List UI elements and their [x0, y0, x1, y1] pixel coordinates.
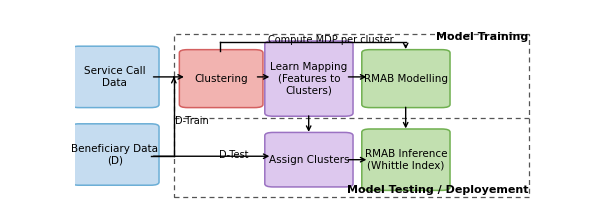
Text: Model Training: Model Training	[436, 32, 529, 42]
Text: Clustering: Clustering	[194, 74, 248, 84]
Text: Assign Clusters: Assign Clusters	[269, 155, 349, 165]
Text: Beneficiary Data
(D): Beneficiary Data (D)	[72, 144, 159, 165]
FancyBboxPatch shape	[362, 50, 450, 108]
FancyBboxPatch shape	[362, 129, 450, 190]
Text: D-Train: D-Train	[175, 116, 209, 126]
FancyBboxPatch shape	[265, 41, 353, 116]
Text: Model Testing / Deployement: Model Testing / Deployement	[347, 185, 529, 195]
FancyBboxPatch shape	[179, 50, 263, 108]
Text: RMAB Inference
(Whittle Index): RMAB Inference (Whittle Index)	[365, 149, 447, 170]
FancyBboxPatch shape	[71, 46, 159, 108]
Bar	[174, 34, 529, 197]
Text: Service Call
Data: Service Call Data	[84, 66, 146, 88]
Text: RMAB Modelling: RMAB Modelling	[364, 74, 448, 84]
Text: Learn Mapping
(Features to
Clusters): Learn Mapping (Features to Clusters)	[271, 62, 347, 95]
Text: Compute MDP per cluster: Compute MDP per cluster	[268, 35, 394, 45]
FancyBboxPatch shape	[71, 124, 159, 185]
Text: D-Test: D-Test	[219, 150, 249, 160]
FancyBboxPatch shape	[265, 132, 353, 187]
